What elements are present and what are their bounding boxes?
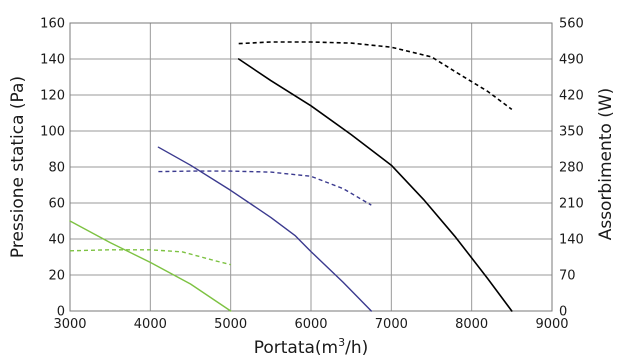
y-right-tick-label: 210 xyxy=(559,197,584,212)
y-left-tick-label: 100 xyxy=(40,125,65,140)
y-right-tick-label: 0 xyxy=(559,305,567,320)
y-right-tick-label: 70 xyxy=(559,269,576,284)
x-axis-title-tail: /h) xyxy=(345,338,368,358)
y-left-tick-label: 160 xyxy=(40,17,65,32)
x-axis-title-main: Portata(m xyxy=(254,338,338,358)
grid xyxy=(70,23,552,311)
x-tick-label: 9000 xyxy=(535,317,568,332)
y-right-tick-label: 280 xyxy=(559,161,584,176)
y-right-tick-label: 140 xyxy=(559,233,584,248)
series-line-3-solid xyxy=(157,146,372,312)
series-line-5-solid xyxy=(237,58,513,312)
y-left-tick-label: 20 xyxy=(48,269,65,284)
plot-frame xyxy=(69,22,553,312)
x-tick-label: 8000 xyxy=(455,317,488,332)
series-line-4-dashed xyxy=(158,170,372,206)
x-tick-label: 6000 xyxy=(294,317,327,332)
x-tick-label: 5000 xyxy=(214,317,247,332)
y-left-tick-label: 40 xyxy=(48,233,65,248)
y-left-tick-label: 120 xyxy=(40,89,65,104)
tick-labels: 3000 4000 5000 6000 7000 8000 9000020406080100… xyxy=(40,17,584,333)
x-axis-title: Portata(m3/h) xyxy=(254,336,369,358)
series-line-1-solid xyxy=(69,220,232,312)
x-tick-label: 3000 xyxy=(53,317,86,332)
y-left-tick-label: 0 xyxy=(57,305,65,320)
y-left-tick-label: 60 xyxy=(48,197,65,212)
x-tick-label: 7000 xyxy=(375,317,408,332)
y-axis-left-title: Pressione statica (Pa) xyxy=(8,76,28,258)
y-left-tick-label: 140 xyxy=(40,53,65,68)
y-right-tick-label: 350 xyxy=(559,125,584,140)
y-right-tick-label: 420 xyxy=(559,89,584,104)
x-axis-title-superscript: 3 xyxy=(338,336,345,349)
y-right-tick-label: 490 xyxy=(559,53,584,68)
y-axis-right-title: Assorbimento (W) xyxy=(596,88,616,241)
y-left-tick-label: 80 xyxy=(48,161,65,176)
series-line-6-dashed xyxy=(238,41,513,111)
y-right-tick-label: 560 xyxy=(559,17,584,32)
series-line-2-dashed xyxy=(69,249,231,266)
series-layer xyxy=(69,41,513,312)
x-tick-label: 4000 xyxy=(134,317,167,332)
